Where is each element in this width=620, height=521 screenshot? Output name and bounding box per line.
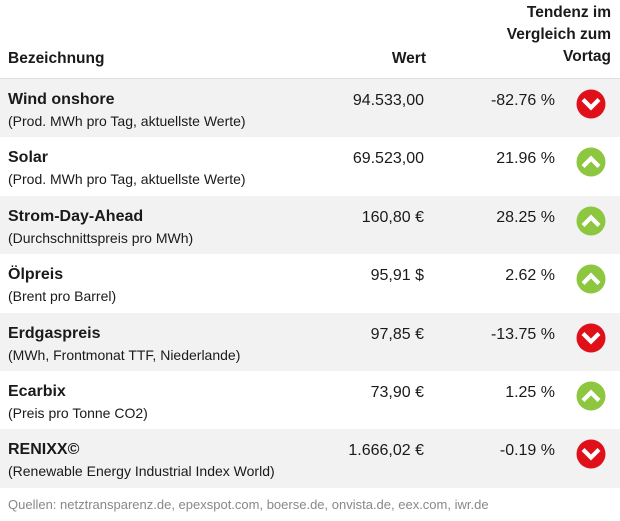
- table-row: Solar (Prod. MWh pro Tag, aktuellste Wer…: [0, 137, 620, 195]
- table-row: Wind onshore (Prod. MWh pro Tag, aktuell…: [0, 79, 620, 138]
- trend-down-icon: [576, 89, 606, 119]
- trend-up-icon: [576, 147, 606, 177]
- row-subtitle: (Prod. MWh pro Tag, aktuellste Werte): [8, 113, 246, 129]
- row-subtitle: (Durchschnittspreis pro MWh): [8, 229, 194, 246]
- column-header-trend: Tendenz im Vergleich zum Vortag: [507, 2, 611, 68]
- table-header: Bezeichnung Wert Tendenz im Vergleich zu…: [0, 0, 620, 79]
- table-row: Ölpreis (Brent pro Barrel) 95,91 $ 2.62 …: [0, 254, 620, 312]
- trend-header-line: Tendenz im: [526, 4, 611, 21]
- table-row: Strom-Day-Ahead (Durchschnittspreis pro …: [0, 195, 620, 255]
- row-change: -0.19 %: [499, 442, 555, 460]
- row-name: Ölpreis: [8, 266, 64, 284]
- row-subtitle: (Preis pro Tonne CO2): [8, 404, 148, 421]
- row-value: 69.523,00: [352, 150, 424, 168]
- table-row: RENIXX© (Renewable Energy Industrial Ind…: [0, 429, 620, 488]
- row-change: -13.75 %: [490, 325, 555, 343]
- row-change: 21.96 %: [496, 150, 555, 168]
- row-name: Erdgaspreis: [8, 324, 101, 342]
- trend-down-icon: [576, 323, 606, 353]
- row-subtitle: (Renewable Energy Industrial Index World…: [8, 463, 275, 480]
- row-subtitle: (Prod. MWh pro Tag, aktuellste Werte): [8, 171, 246, 188]
- column-header-name: Bezeichnung: [8, 50, 105, 67]
- row-change: 1.25 %: [505, 383, 555, 401]
- row-value: 73,90 €: [370, 383, 424, 401]
- row-change: 28.25 %: [496, 208, 555, 226]
- row-value: 94.533,00: [352, 92, 424, 109]
- table-row: Ecarbix (Preis pro Tonne CO2) 73,90 € 1.…: [0, 371, 620, 429]
- sources-footnote: Quellen: netztransparenz.de, epexspot.co…: [8, 497, 489, 512]
- row-name: Solar: [8, 149, 49, 167]
- row-name: Strom-Day-Ahead: [8, 207, 144, 225]
- row-name: Wind onshore: [8, 91, 115, 108]
- trend-header-line: Vortag: [563, 48, 611, 65]
- trend-down-icon: [576, 439, 606, 469]
- row-subtitle: (MWh, Frontmonat TTF, Niederlande): [8, 346, 241, 363]
- table-row: Erdgaspreis (MWh, Frontmonat TTF, Nieder…: [0, 312, 620, 371]
- row-value: 97,85 €: [370, 325, 424, 343]
- row-change: -82.76 %: [490, 92, 555, 109]
- trend-up-icon: [576, 264, 606, 294]
- row-name: RENIXX©: [8, 441, 80, 459]
- row-value: 1.666,02 €: [348, 442, 424, 460]
- row-change: 2.62 %: [505, 267, 555, 285]
- column-header-value: Wert: [391, 50, 426, 67]
- trend-up-icon: [576, 206, 606, 236]
- trend-header-line: Vergleich zum: [506, 26, 611, 43]
- row-name: Ecarbix: [8, 382, 66, 400]
- trend-up-icon: [576, 381, 606, 411]
- row-value: 160,80 €: [361, 208, 424, 226]
- market-data-table: Bezeichnung Wert Tendenz im Vergleich zu…: [0, 0, 620, 488]
- row-value: 95,91 $: [370, 267, 424, 285]
- row-subtitle: (Brent pro Barrel): [8, 288, 117, 305]
